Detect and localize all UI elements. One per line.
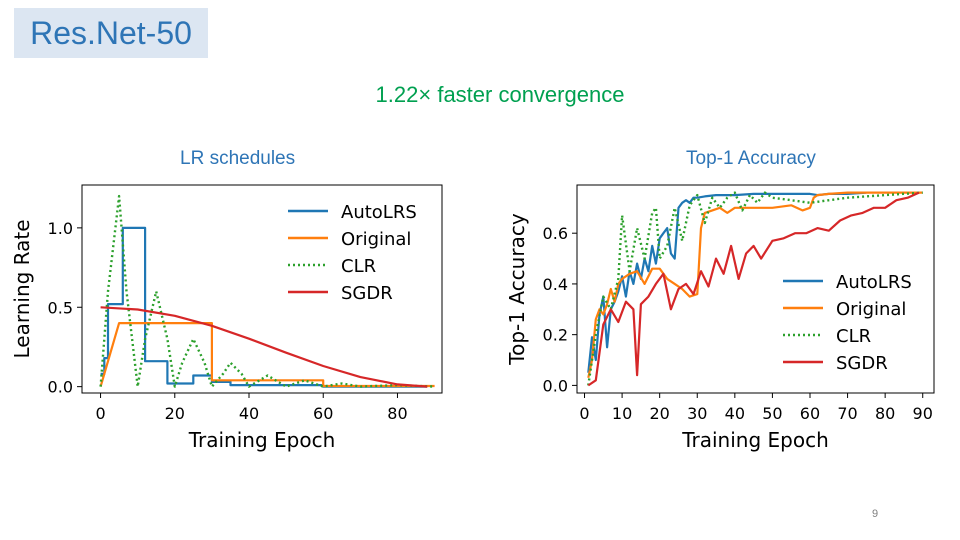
lr-ytick-label: 1.0 [48, 219, 73, 238]
acc-xtick-label: 70 [837, 404, 857, 423]
acc-xtick-label: 60 [800, 404, 820, 423]
acc-ytick-label: 0.0 [543, 376, 568, 395]
acc-legend: AutoLRS Original CLR SGDR [783, 272, 912, 374]
lr-series-autolrs [100, 226, 428, 388]
left-panel-title: LR schedules [180, 148, 296, 169]
acc-legend-label: SGDR [836, 353, 888, 374]
lr-series-group [99, 194, 435, 388]
acc-legend-label: AutoLRS [836, 272, 912, 293]
lr-legend-label: Original [341, 229, 411, 250]
acc-ytick-label: 0.4 [543, 275, 568, 294]
lr-ytick-label: 0.0 [48, 378, 73, 397]
lr-xtick-label: 40 [239, 404, 259, 423]
acc-series-autolrs [587, 191, 867, 373]
lr-legend-label: AutoLRS [341, 202, 417, 223]
lr-series-original [99, 322, 435, 388]
lr-chart: 0 20 40 60 80 0.0 0.5 1.0 Training Epoch Learning… [10, 184, 443, 452]
acc-series-group [587, 191, 923, 387]
acc-xtick-label: 80 [875, 404, 895, 423]
acc-xtick-label: 20 [649, 404, 669, 423]
lr-plot-frame [81, 184, 443, 394]
lr-series-sgdr [100, 306, 428, 388]
acc-xtick-label: 30 [687, 404, 707, 423]
acc-legend-label: Original [836, 299, 906, 320]
acc-xtick-label: 0 [579, 404, 589, 423]
acc-xtick-label: 40 [725, 404, 745, 423]
acc-ytick-label: 0.2 [543, 326, 568, 345]
acc-xtick-label: 50 [762, 404, 782, 423]
lr-xtick-label: 20 [165, 404, 185, 423]
acc-chart: 0 10 20 30 40 50 60 70 80 90 0.0 0.2 0.4 0.6 Training … [505, 184, 935, 452]
slide-subtitle: 1.22× faster convergence [375, 82, 625, 107]
lr-y-axis-label: Learning Rate [10, 219, 34, 358]
slide-title-box: Res.Net-50 [14, 8, 208, 58]
acc-ytick-label: 0.6 [543, 224, 568, 243]
lr-legend: AutoLRS Original CLR SGDR [288, 202, 417, 304]
acc-series-sgdr [587, 191, 920, 387]
right-panel-title: Top-1 Accuracy [686, 148, 816, 169]
slide-title: Res.Net-50 [30, 14, 192, 51]
lr-x-axis-label: Training Epoch [188, 428, 336, 452]
acc-series-original [587, 191, 923, 379]
acc-plot-frame [576, 184, 935, 394]
lr-xtick-label: 60 [313, 404, 333, 423]
acc-xtick-label: 10 [612, 404, 632, 423]
acc-legend-label: CLR [836, 326, 871, 347]
page-number: 9 [872, 508, 879, 520]
lr-xtick-label: 80 [387, 404, 407, 423]
lr-legend-label: SGDR [341, 283, 393, 304]
lr-xtick-label: 0 [95, 404, 105, 423]
acc-xtick-label: 90 [913, 404, 933, 423]
acc-y-axis-label: Top-1 Accuracy [505, 213, 529, 366]
acc-x-axis-label: Training Epoch [681, 428, 829, 452]
lr-ytick-label: 0.5 [48, 298, 73, 317]
lr-legend-label: CLR [341, 256, 376, 277]
